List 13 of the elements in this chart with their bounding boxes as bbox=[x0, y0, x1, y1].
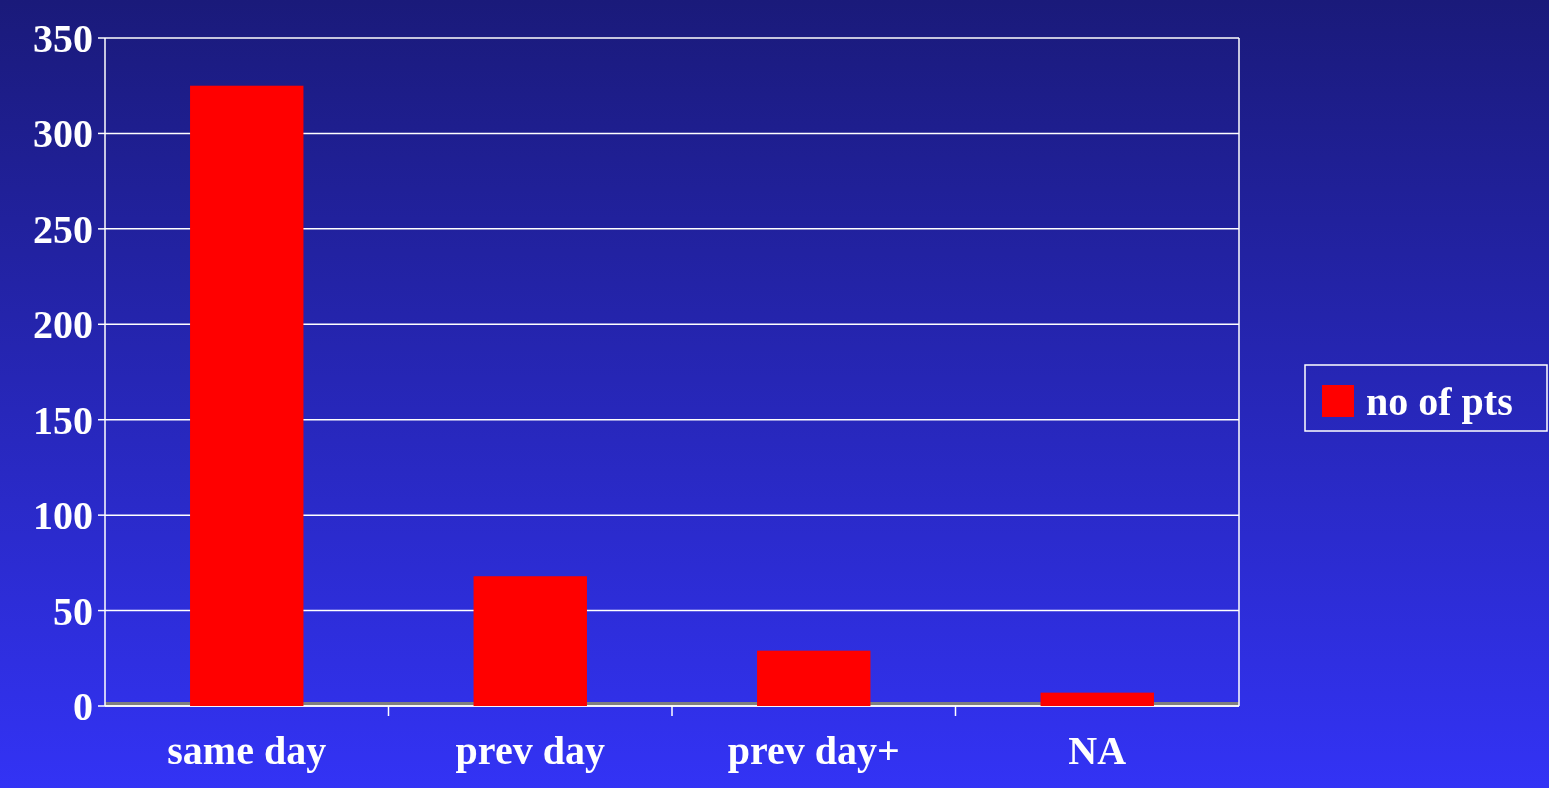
y-tick-label: 300 bbox=[33, 111, 93, 157]
x-tick-label: NA bbox=[1068, 728, 1127, 773]
y-tick-label: 200 bbox=[33, 302, 93, 348]
y-tick-label: 250 bbox=[33, 206, 93, 252]
y-tick-label: 50 bbox=[53, 588, 93, 634]
y-tick-label: 0 bbox=[73, 684, 93, 729]
y-tick-label: 100 bbox=[33, 493, 93, 539]
x-tick-label: same day bbox=[167, 728, 327, 773]
x-tick-label: prev day bbox=[455, 728, 605, 773]
y-tick-label: 150 bbox=[33, 397, 93, 443]
legend-label: no of pts bbox=[1366, 379, 1513, 424]
x-tick-label: prev day+ bbox=[727, 728, 900, 773]
y-tick-label: 350 bbox=[33, 16, 93, 61]
